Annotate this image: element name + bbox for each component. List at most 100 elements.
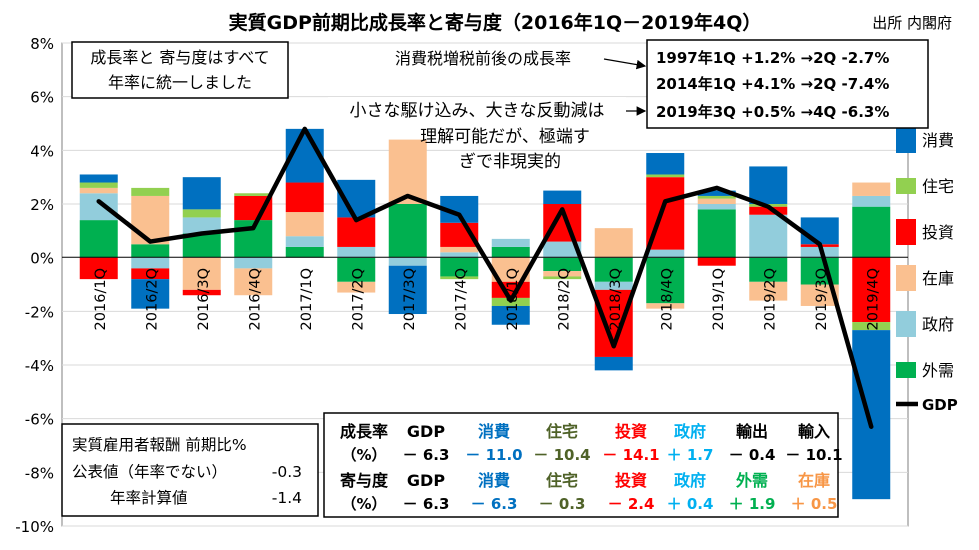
x-axis-labels: 2016/1Q 2016/2Q 2016/3Q 2016/4Q 2017/1Q 2017/… bbox=[93, 268, 882, 330]
y-tick-label: -10% bbox=[15, 518, 54, 536]
bar-segment bbox=[594, 281, 633, 290]
bar-segment bbox=[79, 182, 118, 188]
tax-label-bg bbox=[362, 46, 602, 72]
bar-segment bbox=[749, 206, 788, 215]
legend-swatch bbox=[896, 219, 916, 245]
bar-segment bbox=[697, 195, 736, 199]
growth-table-box bbox=[323, 412, 839, 518]
table-cell: 政府 bbox=[674, 471, 706, 490]
bar-segment bbox=[131, 257, 170, 269]
table-cell: － 2.4 bbox=[608, 495, 655, 513]
bar-segment bbox=[646, 303, 685, 309]
growth-table: 成長率 GDP 消費 住宅 投資 政府 輸出 輸入（%）－ 6.3 － 11.0 － 10.4 － … bbox=[340, 422, 843, 513]
table-cell: 政府 bbox=[674, 422, 706, 441]
x-tick-label: 2018/3Q bbox=[608, 268, 624, 330]
legend-label: GDP bbox=[922, 396, 958, 414]
bar-segment bbox=[337, 246, 376, 258]
table-cell: 住宅 bbox=[546, 422, 578, 441]
table-cell: 投資 bbox=[615, 471, 647, 490]
table-cell: ＋ 0.5 bbox=[791, 495, 838, 513]
y-tick-label: -4% bbox=[25, 357, 54, 375]
bar-segment bbox=[79, 174, 118, 183]
bar-segment bbox=[337, 257, 376, 282]
x-tick-label: 2018/2Q bbox=[556, 268, 572, 330]
table-cell: 輸入 bbox=[798, 422, 830, 441]
x-tick-label: 2018/4Q bbox=[659, 268, 675, 330]
bar-segment bbox=[491, 305, 530, 325]
legend-label: 住宅 bbox=[922, 177, 954, 196]
legend-label: 消費 bbox=[922, 131, 954, 150]
unify-note-line2: 年率に統一しました bbox=[108, 73, 252, 92]
bar-segment bbox=[749, 281, 788, 301]
table-cell: 外需 bbox=[735, 471, 768, 490]
bar-segment bbox=[697, 257, 736, 266]
table-cell: ＋ 1.7 bbox=[667, 446, 714, 464]
y-tick-label: -8% bbox=[25, 464, 54, 482]
bar-segment bbox=[646, 174, 685, 178]
table-cell: 住宅 bbox=[546, 471, 578, 490]
bar-segment bbox=[388, 257, 427, 266]
legend-swatch bbox=[896, 362, 916, 378]
tax-arrow-top bbox=[603, 58, 647, 70]
table-cell: － 6.3 bbox=[403, 446, 450, 464]
bar-segment bbox=[800, 257, 839, 285]
bar-segment bbox=[543, 190, 582, 204]
employee-row1-label: 公表値（年率でない） bbox=[72, 463, 227, 481]
y-axis: -10% -8% -6% -4% -2% 0% 2% 4% 6% 8% bbox=[15, 35, 54, 536]
table-cell: 成長率 bbox=[340, 422, 388, 441]
y-tick-label: -6% bbox=[25, 411, 54, 429]
table-cell: 在庫 bbox=[798, 471, 830, 490]
bar-segment bbox=[491, 238, 530, 247]
tax-label: 消費税増税前後の成長率 bbox=[395, 49, 571, 68]
comment-line2: 理解可能だが、極端す bbox=[420, 127, 590, 147]
bar-segment bbox=[285, 182, 324, 213]
bar-segment bbox=[79, 257, 118, 280]
legend-label: 在庫 bbox=[922, 269, 954, 288]
bar-segment bbox=[749, 166, 788, 204]
table-cell: － 6.3 bbox=[471, 495, 518, 513]
bar-segment bbox=[646, 249, 685, 258]
bar-segment bbox=[543, 271, 582, 277]
x-tick-label: 2016/3Q bbox=[196, 268, 212, 330]
bar-segment bbox=[594, 356, 633, 371]
bar-segment bbox=[234, 193, 273, 196]
table-cell: GDP bbox=[407, 422, 445, 441]
comment-line3: ぎで非現実的 bbox=[459, 152, 561, 172]
employee-title: 実質雇用者報酬 前期比% bbox=[72, 436, 247, 454]
comment-line1: 小さな駆け込み、大きな反動減は bbox=[350, 101, 605, 121]
bar-segment bbox=[131, 195, 170, 245]
x-tick-label: 2019/3Q bbox=[814, 268, 830, 330]
x-tick-label: 2019/2Q bbox=[762, 268, 778, 330]
bar-segment bbox=[285, 212, 324, 237]
legend-label: 政府 bbox=[922, 315, 954, 334]
bar-segment bbox=[79, 193, 118, 221]
bar-segment bbox=[646, 153, 685, 175]
bar-segment bbox=[285, 236, 324, 247]
bar-segment bbox=[182, 257, 221, 290]
bar-segment bbox=[852, 322, 891, 331]
bar-segment bbox=[440, 246, 479, 253]
bar-segment bbox=[234, 268, 273, 296]
employee-row2-value: -1.4 bbox=[272, 489, 302, 507]
x-tick-label: 2017/2Q bbox=[350, 268, 366, 330]
x-tick-label: 2017/4Q bbox=[453, 268, 469, 330]
bar-segment bbox=[852, 257, 891, 323]
gdp-line bbox=[96, 126, 874, 429]
bar-segment bbox=[491, 246, 530, 258]
bar-segment bbox=[749, 214, 788, 258]
y-tick-label: 8% bbox=[30, 35, 54, 53]
tax-row-2019: 2019年3Q +0.5% →4Q -6.3% bbox=[656, 103, 889, 121]
bar-segment bbox=[131, 279, 170, 309]
y-tick-label: 4% bbox=[30, 142, 54, 160]
chart-source: 出所 内閣府 bbox=[872, 14, 952, 32]
bar-segment bbox=[594, 228, 633, 258]
bar-segment bbox=[79, 187, 118, 194]
bar-segment bbox=[182, 177, 221, 210]
bar-segment bbox=[697, 209, 736, 258]
y-tick-label: 6% bbox=[30, 89, 54, 107]
x-tick-label: 2017/3Q bbox=[402, 268, 418, 330]
table-cell: 寄与度 bbox=[340, 471, 389, 490]
tax-row-2014: 2014年1Q +4.1% →2Q -7.4% bbox=[656, 75, 889, 93]
legend-swatch bbox=[896, 265, 916, 291]
